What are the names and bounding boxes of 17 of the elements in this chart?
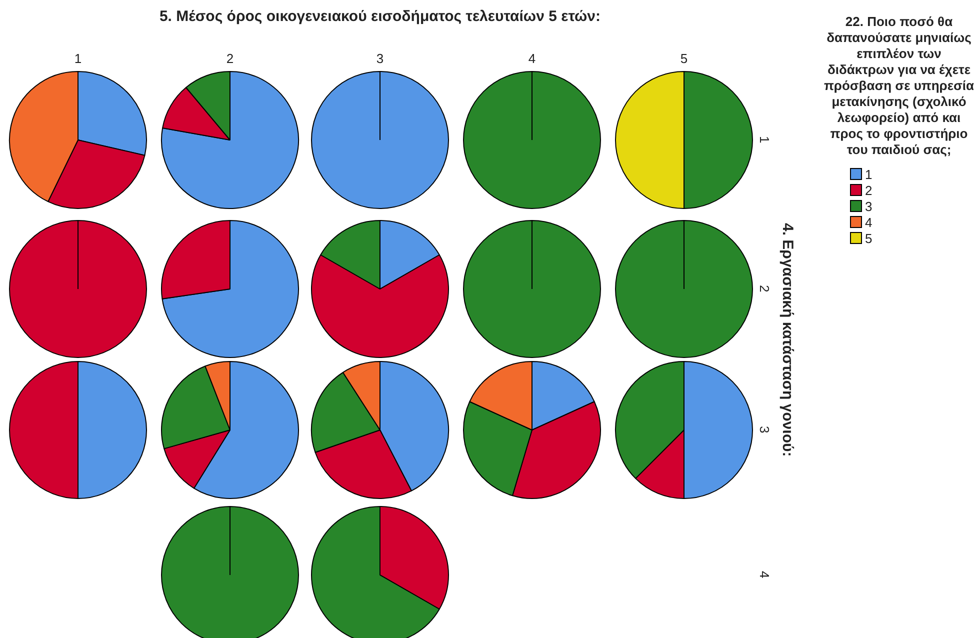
legend-label: 3 xyxy=(865,198,872,214)
text: 4. Εργασιακή κατάσταση γονιού: xyxy=(779,222,796,459)
chart-title: 2 xyxy=(225,51,235,66)
chart-title: 3 xyxy=(375,51,385,66)
text: 1 xyxy=(757,135,772,146)
legend-label: 5 xyxy=(865,230,872,246)
legend-label: 1 xyxy=(865,166,872,182)
slice-label: 1 xyxy=(73,51,83,66)
legend-label: 2 xyxy=(865,182,872,198)
legend-label: 4 xyxy=(865,214,872,230)
text: 3 xyxy=(757,425,772,436)
text: 4 xyxy=(757,570,772,581)
text: 5. Μέσος όρος οικογενειακού εισοδήματος τελευταίων 5 ετών: xyxy=(158,8,602,25)
text: 22. Ποιο ποσό θα δαπανούσατε μηνιαίως επιπλέον των διδάκτρων για να έχετε πρόσβαση σε υπηρεσία μετακίνησης (σχολικό λεωφορείο) από και προς το φροντιστήριο του παιδιού σας; xyxy=(824,14,974,157)
text: 2 xyxy=(757,284,772,295)
chart-title: 5 xyxy=(679,51,689,66)
chart-title: 4 xyxy=(527,51,537,66)
